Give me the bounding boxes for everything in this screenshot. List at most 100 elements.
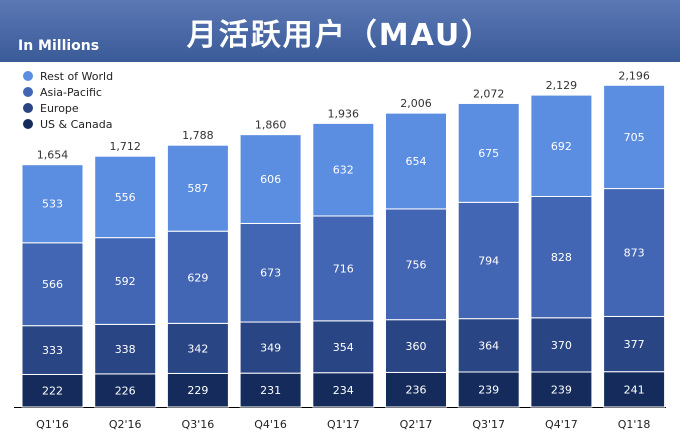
bar-segment-rest-of-world [166,144,229,232]
bar-total-label: 1,936 [328,107,360,120]
bar-segment-europe [94,323,157,375]
bar-value-label: 222 [42,385,63,398]
bar-value-label: 333 [42,344,63,357]
bar-value-label: 229 [187,384,208,397]
legend-label: Rest of World [40,70,113,83]
bar-value-label: 566 [42,278,63,291]
bar-value-label: 364 [478,339,499,352]
bar-segment-asia-pacific [166,230,229,324]
bar-segment-europe [312,320,375,374]
bar-value-label: 338 [115,343,136,356]
bar-segment-asia-pacific [603,188,666,317]
x-tick-label: Q2'16 [109,418,142,431]
bar-total-label: 2,006 [400,97,432,110]
bar-segment-asia-pacific [312,215,375,322]
bar-value-label: 342 [187,342,208,355]
bar-value-label: 654 [406,155,427,168]
bar-value-label: 349 [260,342,281,355]
bar-segment-europe [239,321,302,374]
bar-segment-rest-of-world [94,155,157,239]
bar-total-label: 1,860 [255,119,287,132]
bar-segment-us-canada [94,373,157,408]
bar-value-label: 692 [551,140,572,153]
bar-segment-us-canada [166,372,229,408]
bar-segment-asia-pacific [457,201,520,320]
bar-segment-europe [457,318,520,373]
bar-value-label: 629 [187,271,208,284]
x-tick-label: Q2'17 [400,418,433,431]
bar-segment-rest-of-world [239,134,302,224]
bar-value-label: 716 [333,262,354,275]
x-tick-label: Q1'18 [618,418,651,431]
bar-value-label: 360 [406,340,427,353]
bar-segment-asia-pacific [530,195,593,319]
bar-total-label: 2,129 [546,79,578,92]
bar-value-label: 592 [115,275,136,288]
chart-title: 月活跃用户（MAU） [186,18,494,53]
bar-value-label: 236 [406,384,427,397]
bar-value-label: 239 [551,383,572,396]
bar-segment-us-canada [457,371,520,408]
bar-segment-europe [530,317,593,373]
bar-value-label: 756 [406,258,427,271]
bar-value-label: 873 [624,247,645,260]
bar-value-label: 234 [333,384,354,397]
bar-value-label: 828 [551,251,572,264]
legend-marker [23,71,33,81]
bar-total-label: 1,654 [37,149,69,162]
bar-segment-rest-of-world [603,84,666,190]
bar-value-label: 556 [115,191,136,204]
bar-value-label: 370 [551,339,572,352]
bar-value-label: 533 [42,198,63,211]
bar-segment-asia-pacific [385,208,447,321]
bar-total-label: 2,196 [618,69,650,82]
legend-label: Asia-Pacific [40,86,102,99]
bar-segment-asia-pacific [239,222,302,323]
legend-label: US & Canada [40,118,112,131]
bar-segment-europe [166,322,229,374]
bar-total-label: 2,072 [473,87,505,100]
bar-segment-us-canada [603,371,666,408]
bar-segment-rest-of-world [457,102,520,203]
bar-segment-europe [603,315,666,373]
bar-value-label: 354 [333,341,354,354]
x-tick-label: Q3'16 [182,418,215,431]
bar-segment-rest-of-world [530,94,593,197]
x-tick-label: Q4'16 [254,418,287,431]
bar-value-label: 705 [624,131,645,144]
bar-value-label: 226 [115,384,136,397]
bar-value-label: 231 [260,384,281,397]
unit-label: In Millions [18,38,100,54]
bar-value-label: 239 [478,383,499,396]
bar-segment-europe [21,325,84,375]
legend-label: Europe [40,102,79,115]
bar-value-label: 606 [260,173,281,186]
x-tick-label: Q1'17 [327,418,360,431]
bar-value-label: 675 [478,147,499,160]
bar-segment-us-canada [385,371,447,408]
bar-segment-rest-of-world [21,164,84,244]
bar-value-label: 794 [478,255,499,268]
bar-value-label: 377 [624,338,645,351]
bar-segment-us-canada [239,372,302,408]
bar-value-label: 673 [260,267,281,280]
bar-segment-europe [385,319,447,373]
x-tick-label: Q4'17 [545,418,578,431]
bar-segment-us-canada [312,372,375,408]
bar-segment-rest-of-world [385,112,447,210]
header-banner: 月活跃用户（MAU） In Millions [0,0,680,62]
legend-marker [23,87,33,97]
bar-total-label: 1,712 [109,140,141,153]
bar-segment-rest-of-world [312,122,375,217]
x-tick-label: Q1'16 [36,418,69,431]
legend-marker [23,119,33,129]
legend-marker [23,103,33,113]
bar-total-label: 1,788 [182,129,214,142]
bar-value-label: 632 [333,164,354,177]
bar-segment-asia-pacific [21,242,84,327]
x-tick-label: Q3'17 [472,418,505,431]
bar-value-label: 241 [624,383,645,396]
bar-segment-asia-pacific [94,237,157,325]
bar-value-label: 587 [187,182,208,195]
